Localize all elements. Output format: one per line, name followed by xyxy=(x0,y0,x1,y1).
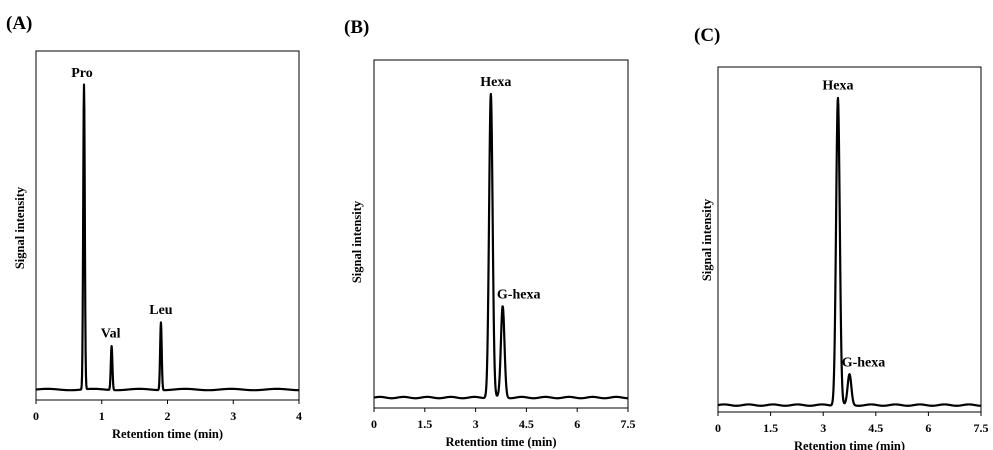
panel-label: (B) xyxy=(344,17,369,38)
peak-label-hexa: Hexa xyxy=(822,78,853,93)
x-tick-label: 0 xyxy=(715,421,721,435)
x-tick-label: 6 xyxy=(925,421,931,435)
x-axis-label: Retention time (min) xyxy=(445,435,556,449)
x-tick-label: 4 xyxy=(296,409,302,423)
x-tick-label: 3 xyxy=(820,421,826,435)
x-tick-label: 7.5 xyxy=(621,417,636,431)
x-tick-label: 4.5 xyxy=(868,421,883,435)
y-axis-label: Signal intensity xyxy=(13,186,27,269)
panel-label: (A) xyxy=(6,13,32,34)
y-axis-label: Signal intensity xyxy=(700,198,714,281)
panel-label: (C) xyxy=(694,25,720,46)
plot-frame xyxy=(373,59,629,409)
chart-panel-2: (B) 0 1.5 3 4.5 6 7.5 Retention time (min) Signa… xyxy=(344,17,636,449)
peak-label-pro: Pro xyxy=(71,66,93,81)
x-tick-label: 0 xyxy=(371,417,377,431)
x-tick-label: 1 xyxy=(99,409,105,423)
chromatogram-trace xyxy=(373,92,629,400)
x-tick-label: 4.5 xyxy=(519,417,534,431)
x-tick-label: 0 xyxy=(33,409,39,423)
plot-frame xyxy=(35,50,300,401)
chart-panel-1: (A) 0 1 2 3 4 Retention time (min) Signal inten… xyxy=(6,13,302,441)
x-axis-label: Retention time (min) xyxy=(794,439,905,450)
peak-label-g-hexa: G-hexa xyxy=(497,287,541,302)
peak-label-hexa: Hexa xyxy=(480,75,511,90)
chromatogram-trace xyxy=(35,83,300,392)
x-tick-label: 1.5 xyxy=(417,417,432,431)
x-tick-label: 7.5 xyxy=(974,421,989,435)
x-tick-label: 3 xyxy=(230,409,236,423)
x-tick-label: 1.5 xyxy=(763,421,778,435)
peak-label-leu: Leu xyxy=(149,303,173,318)
peak-label-val: Val xyxy=(101,327,121,342)
x-tick-label: 2 xyxy=(165,409,171,423)
x-tick-label: 3 xyxy=(473,417,479,431)
plot-frame xyxy=(717,66,982,413)
x-axis-label: Retention time (min) xyxy=(112,427,223,441)
peak-label-g-hexa: G-hexa xyxy=(842,356,886,371)
x-tick-label: 6 xyxy=(574,417,580,431)
y-axis-label: Signal intensity xyxy=(350,200,364,283)
chart-panel-3: (C) 0 1.5 3 4.5 6 7.5 Retention time (min) Signa… xyxy=(694,25,989,450)
chromatogram-trace xyxy=(717,96,982,407)
